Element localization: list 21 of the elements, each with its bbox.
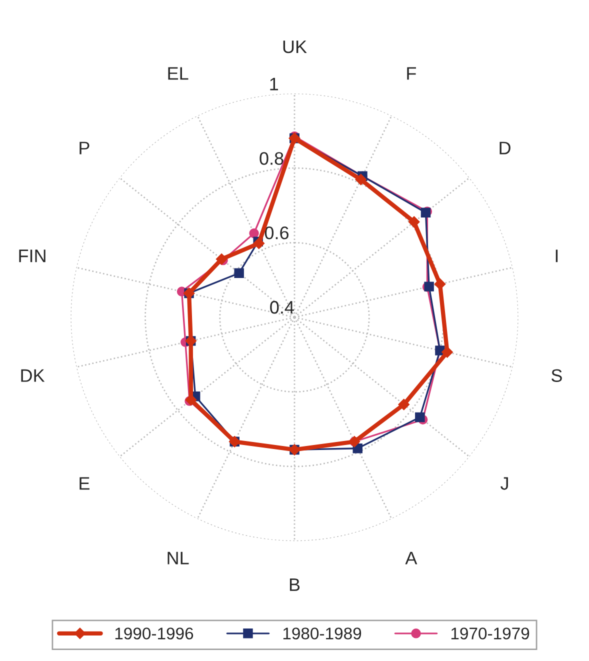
spoke-label: E	[80, 477, 90, 490]
spoke-label: I	[556, 250, 558, 262]
spoke-label: F	[407, 67, 416, 80]
spoke-label: FIN	[19, 250, 46, 262]
spoke-label: UK	[283, 40, 307, 54]
y-tick-label: 0.6	[264, 226, 289, 240]
y-tick-label: 1	[270, 78, 278, 90]
spoke-label: S	[552, 369, 562, 382]
y-tick-label: 0.4	[270, 300, 294, 314]
legend-label: 1980-1989	[283, 628, 362, 640]
spoke-label: B	[290, 578, 300, 591]
y-tick-label: 0.8	[260, 152, 284, 165]
spoke-label: DK	[21, 369, 45, 382]
spoke-label: D	[500, 142, 510, 154]
spoke-label: P	[80, 142, 90, 154]
spoke-label: A	[405, 552, 418, 564]
spoke-label: J	[500, 477, 508, 490]
spoke-label: NL	[168, 552, 189, 564]
spoke-label: EL	[168, 67, 188, 80]
legend-label: 1970-1979	[451, 628, 530, 640]
legend-label: 1990-1996	[115, 628, 194, 640]
